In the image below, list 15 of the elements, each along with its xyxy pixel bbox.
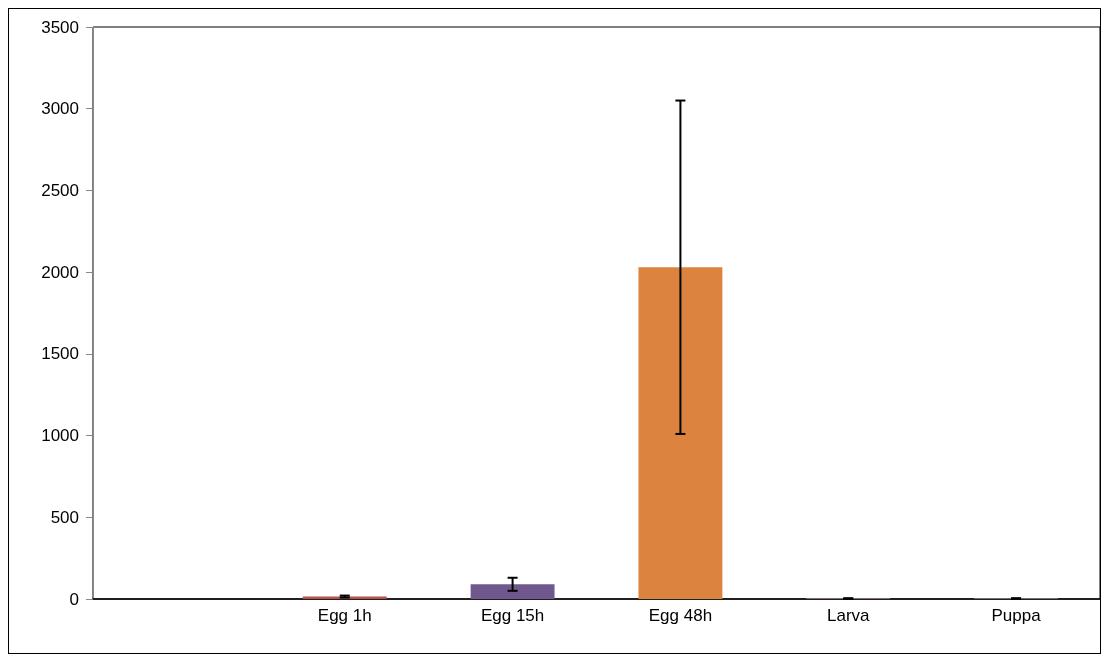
x-tick-label: Egg 1h: [317, 606, 372, 625]
x-tick-label: Larva: [826, 606, 871, 625]
y-tick-label: 3000: [41, 99, 79, 119]
y-tick-label: 1500: [41, 344, 79, 364]
bar: [638, 267, 723, 599]
x-tick-label: Egg 48h: [648, 606, 713, 625]
x-tick-label: Egg 15h: [480, 606, 545, 625]
y-tick-label: 2000: [41, 262, 79, 282]
y-tick-label: 2500: [41, 180, 79, 200]
y-tick-label: 1000: [41, 426, 79, 446]
bar: [470, 584, 555, 599]
x-tick-label: Puppa: [991, 606, 1042, 625]
y-tick-label: 500: [50, 507, 79, 527]
y-tick-label: 3500: [41, 17, 79, 37]
y-tick-label: 0: [69, 589, 79, 609]
